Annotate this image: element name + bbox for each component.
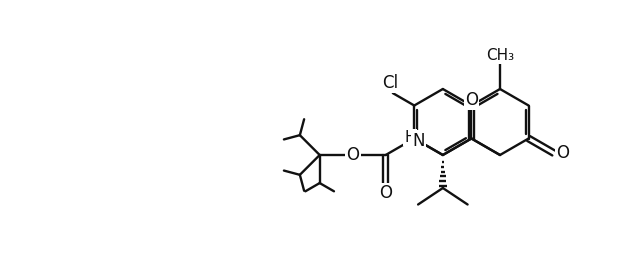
- Text: Cl: Cl: [382, 74, 398, 92]
- Text: O: O: [379, 184, 392, 202]
- Text: O: O: [346, 146, 359, 164]
- Text: CH₃: CH₃: [486, 48, 514, 63]
- Text: N: N: [412, 132, 424, 150]
- Text: O: O: [556, 144, 569, 162]
- Text: O: O: [465, 91, 478, 109]
- Text: H: H: [404, 130, 416, 145]
